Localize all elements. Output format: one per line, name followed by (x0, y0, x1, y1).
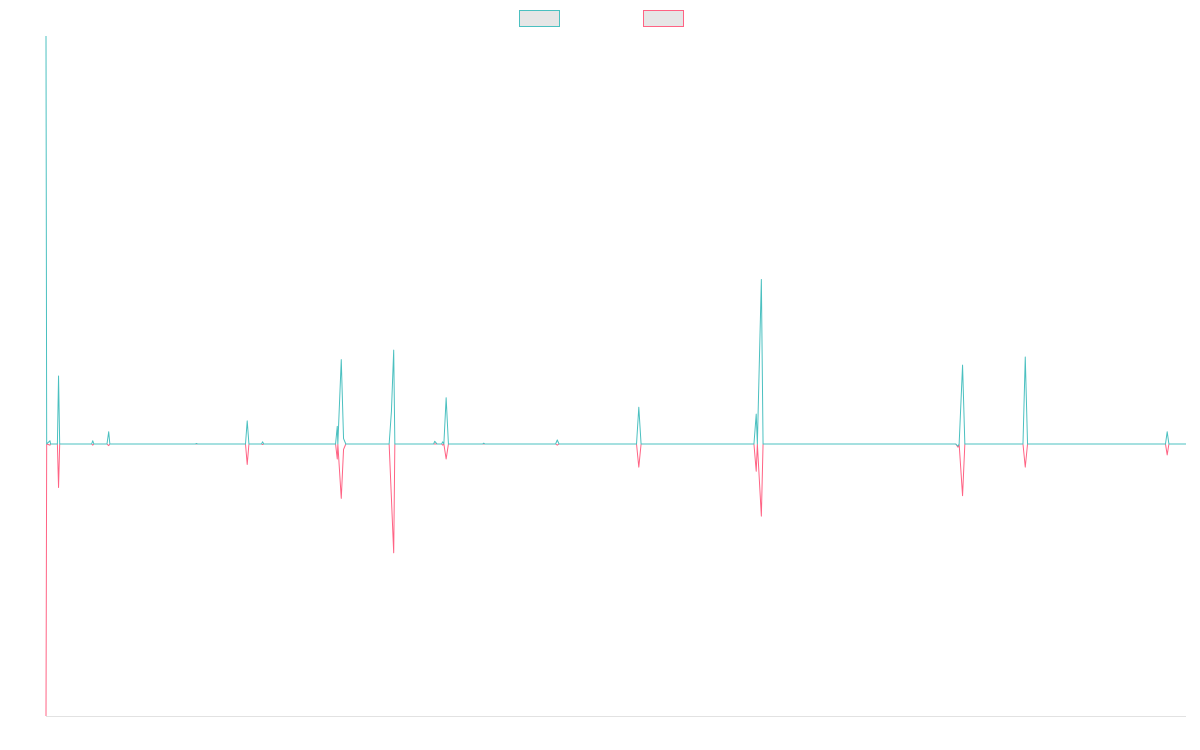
legend-swatch-2 (643, 10, 684, 27)
legend-entry-2[interactable] (643, 10, 684, 27)
series-line-2 (45, 443, 1186, 717)
series-line-1 (45, 35, 1186, 447)
legend-entry-1[interactable] (519, 10, 560, 27)
legend-swatch-1 (519, 10, 560, 27)
legend (519, 10, 684, 27)
series-layer (45, 35, 1186, 717)
